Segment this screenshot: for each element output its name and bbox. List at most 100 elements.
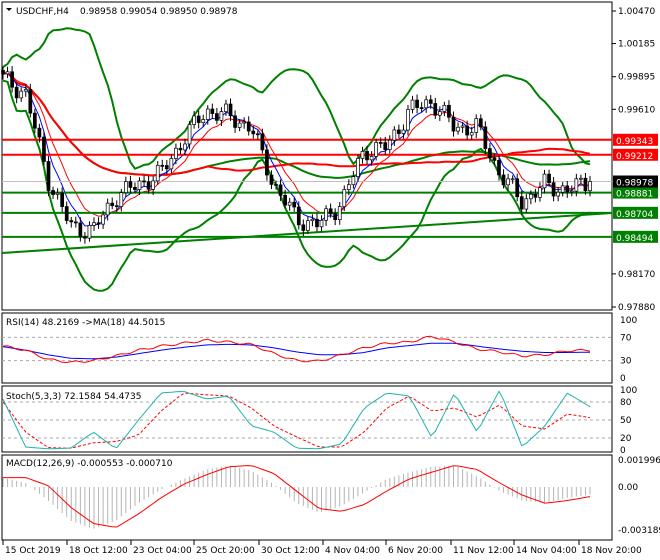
moving-average-medium: [2, 72, 591, 217]
candle-body: [465, 125, 469, 136]
candle-body: [579, 177, 583, 180]
candle-body: [219, 111, 224, 121]
rsi-line: [2, 335, 591, 364]
candle-body: [342, 189, 347, 207]
candle-body: [392, 129, 397, 141]
candle-body: [510, 178, 515, 181]
candle-body: [92, 222, 96, 226]
candle-body: [356, 158, 360, 177]
level-badge: [613, 230, 658, 243]
candle-body: [460, 125, 465, 128]
level-badge-label: 0.98704: [616, 210, 653, 220]
candle-body: [369, 156, 374, 161]
candle-body: [215, 113, 219, 121]
candle-body: [83, 236, 87, 239]
candle-body: [224, 103, 228, 112]
candle-body: [410, 99, 415, 110]
level-badge: [613, 148, 658, 161]
candle-body: [42, 136, 46, 162]
candle-body: [5, 71, 10, 75]
candle-body: [442, 104, 447, 112]
candle-body: [23, 89, 28, 92]
stoch-axis-label: 20: [620, 434, 632, 444]
candle-body: [287, 201, 292, 206]
level-badge-label: 0.98881: [616, 190, 653, 200]
candle-body: [114, 205, 119, 208]
time-axis-label: 23 Oct 04:00: [133, 546, 192, 556]
candle-body: [233, 115, 237, 128]
macd-title: MACD(12,26,9) -0.000553 -0.000710: [6, 459, 173, 469]
candle-body: [274, 184, 278, 186]
candle-body: [269, 174, 274, 185]
candle-body: [551, 182, 556, 197]
candle-body: [488, 148, 492, 159]
candle-body: [474, 118, 479, 133]
panel-frame-3: [1, 454, 613, 541]
price-axis-label: 0.99895: [618, 73, 655, 83]
candle-body: [192, 115, 196, 125]
macd-axis-label: 0.00: [618, 483, 638, 493]
candle-body: [542, 173, 547, 189]
time-axis-label: 14 Nov 04:00: [516, 546, 577, 556]
candle-body: [296, 206, 301, 226]
moving-average-mid: [2, 71, 591, 177]
candle-body: [524, 198, 529, 210]
candle-body: [137, 180, 142, 190]
price-axis-label: 0.98170: [618, 270, 655, 280]
level-badge: [613, 133, 658, 146]
candle-body: [69, 220, 74, 223]
candle-body: [497, 160, 501, 176]
candle-body: [183, 143, 187, 151]
candle-body: [133, 187, 137, 190]
panel-frame-1: [1, 312, 613, 384]
candle-body: [565, 185, 570, 193]
rsi-panel[interactable]: [2, 335, 612, 364]
panel-frame-0: [1, 1, 613, 311]
candle-body: [28, 89, 33, 114]
ohlc-values: 0.98958 0.99054 0.98950 0.98978: [80, 7, 238, 17]
candle-body: [333, 213, 338, 221]
candle-body: [174, 147, 178, 159]
candle-body: [588, 181, 592, 192]
panel-frames: [1, 1, 613, 541]
candle-body: [78, 222, 83, 238]
candle-body: [201, 119, 206, 123]
time-axis-label: 30 Oct 12:00: [261, 546, 320, 556]
candle-body: [306, 220, 310, 231]
stoch-axis-label: 50: [620, 416, 632, 426]
bollinger-lower: [2, 79, 591, 292]
candle-body: [124, 181, 128, 194]
rsi-axis-label: 70: [620, 333, 632, 343]
candle-body: [378, 142, 383, 144]
candle-body: [574, 178, 579, 192]
candle-body: [538, 187, 542, 198]
time-axis-label: 11 Nov 12:00: [453, 546, 514, 556]
current-price-label: 0.98978: [616, 179, 653, 189]
candle-body: [210, 108, 215, 114]
candle-body: [110, 202, 115, 207]
candle-body: [14, 86, 19, 99]
candle-body: [205, 108, 210, 120]
candle-body: [397, 129, 401, 134]
candle-body: [196, 115, 201, 123]
candle-body: [478, 118, 483, 128]
stoch-panel[interactable]: [2, 390, 612, 450]
stoch-axis-label: 100: [620, 386, 637, 396]
candle-body: [387, 139, 392, 150]
candle-body: [456, 126, 460, 132]
candle-body: [583, 177, 588, 192]
candle-body: [251, 130, 256, 135]
trendline: [1, 211, 613, 254]
candle-body: [64, 206, 69, 221]
dropdown-triangle-icon[interactable]: [6, 8, 12, 11]
price-panel[interactable]: [1, 27, 613, 292]
candle-body: [33, 112, 37, 129]
candle-body: [346, 184, 351, 190]
candle-body: [424, 99, 429, 109]
time-axis-label: 6 Nov 20:00: [388, 546, 443, 556]
macd-panel[interactable]: [2, 465, 591, 529]
candle-body: [383, 142, 388, 150]
candle-body: [228, 103, 233, 117]
chart-header: USDCHF,H4 0.98958 0.99054 0.98950 0.9897…: [6, 7, 238, 17]
